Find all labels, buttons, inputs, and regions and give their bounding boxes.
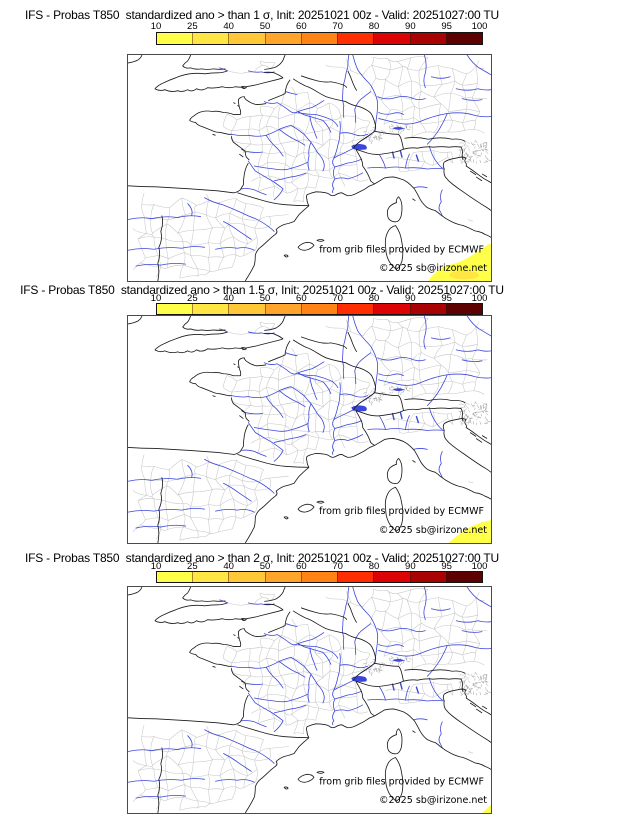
colorbar-segment (228, 572, 265, 582)
probability-region (428, 243, 491, 281)
credit-copyright: ©2025 sb@irizone.net (379, 263, 487, 274)
probability-region-inner (449, 270, 480, 280)
colorbar-tick-label: 60 (296, 293, 307, 304)
colorbar-segment (300, 572, 338, 582)
colorbar-segment (157, 33, 193, 44)
colorbar-segment (337, 33, 374, 44)
colorbar-tick-label: 80 (368, 21, 380, 32)
colorbar-tick-label: 80 (368, 293, 380, 304)
colorbar-tick-label: 90 (405, 21, 416, 32)
colorbar-tick-label: 50 (259, 21, 271, 32)
colorbar-segment (445, 304, 482, 314)
map-france: from grib files provided by ECMWF ©2025 … (127, 586, 492, 814)
credit-ecmwf: from grib files provided by ECMWF (319, 776, 484, 787)
colorbar-segment (228, 304, 265, 314)
colorbar-tick-label: 40 (223, 21, 234, 32)
colorbar-segment (264, 572, 301, 582)
colorbar-ticks: 10 25 40 50 60 70 80 90 95 100 (151, 561, 488, 572)
colorbar-segment (373, 33, 410, 44)
colorbar-tick-label: 80 (368, 561, 380, 572)
colorbar-tick-label: 100 (471, 561, 488, 572)
colorbar-ticks: 10 25 40 50 60 70 80 90 95 100 (151, 293, 488, 304)
panel-title: IFS - Probas T850 standardized ano > tha… (20, 283, 504, 297)
probability-region (448, 520, 491, 543)
colorbar (156, 32, 483, 45)
colorbar-tick-label: 10 (150, 561, 162, 572)
colorbar-segment (373, 304, 410, 314)
colorbar-tick-label: 40 (223, 293, 234, 304)
colorbar-tick-label: 100 (471, 293, 488, 304)
credit-ecmwf: from grib files provided by ECMWF (319, 244, 484, 255)
colorbar-tick-label: 70 (332, 561, 343, 572)
colorbar (156, 303, 483, 315)
colorbar-ticks: 10 25 40 50 60 70 80 90 95 100 (151, 21, 488, 32)
colorbar-segment (373, 572, 410, 582)
colorbar-tick-label: 50 (259, 561, 271, 572)
colorbar-segment (409, 304, 446, 314)
colorbar-tick-label: 25 (187, 293, 198, 304)
colorbar-segment (157, 572, 193, 582)
colorbar-tick-label: 60 (296, 21, 307, 32)
colorbar-tick-label: 10 (150, 21, 162, 32)
colorbar-segment (228, 33, 265, 44)
panel-title: IFS - Probas T850 standardized ano > tha… (24, 551, 500, 565)
colorbar-tick-label: 95 (441, 561, 452, 572)
colorbar-tick-label: 40 (223, 561, 234, 572)
credit-copyright: ©2025 sb@irizone.net (379, 525, 487, 536)
colorbar-tick-label: 70 (332, 21, 343, 32)
map-france: from grib files provided by ECMWF ©2025 … (127, 54, 492, 282)
colorbar-segment (337, 304, 374, 314)
colorbar-tick-label: 60 (296, 561, 307, 572)
colorbar-tick-label: 95 (441, 293, 452, 304)
probability-region (482, 805, 491, 813)
colorbar-tick-label: 95 (441, 21, 452, 32)
credit-ecmwf: from grib files provided by ECMWF (319, 506, 484, 517)
colorbar-tick-label: 25 (187, 21, 198, 32)
colorbar-segment (409, 33, 446, 44)
colorbar-tick-label: 70 (332, 293, 343, 304)
colorbar-segment (409, 572, 446, 582)
colorbar-tick-label: 90 (405, 561, 416, 572)
colorbar-segment (192, 33, 229, 44)
colorbar-segment (157, 304, 193, 314)
colorbar (156, 571, 483, 583)
colorbar-tick-label: 90 (405, 293, 416, 304)
colorbar-segment (445, 572, 482, 582)
colorbar-segment (337, 572, 374, 582)
panel-title: IFS - Probas T850 standardized ano > tha… (24, 8, 500, 22)
colorbar-segment (192, 304, 229, 314)
colorbar-segment (264, 33, 301, 44)
colorbar-tick-label: 50 (259, 293, 271, 304)
colorbar-segment (264, 304, 301, 314)
colorbar-segment (300, 33, 338, 44)
credit-copyright: ©2025 sb@irizone.net (379, 795, 487, 806)
colorbar-tick-label: 25 (187, 561, 198, 572)
colorbar-segment (300, 304, 338, 314)
colorbar-segment (445, 33, 482, 44)
map-france: from grib files provided by ECMWF ©2025 … (127, 315, 492, 544)
colorbar-tick-label: 10 (150, 293, 162, 304)
colorbar-segment (192, 572, 229, 582)
colorbar-tick-label: 100 (471, 21, 488, 32)
